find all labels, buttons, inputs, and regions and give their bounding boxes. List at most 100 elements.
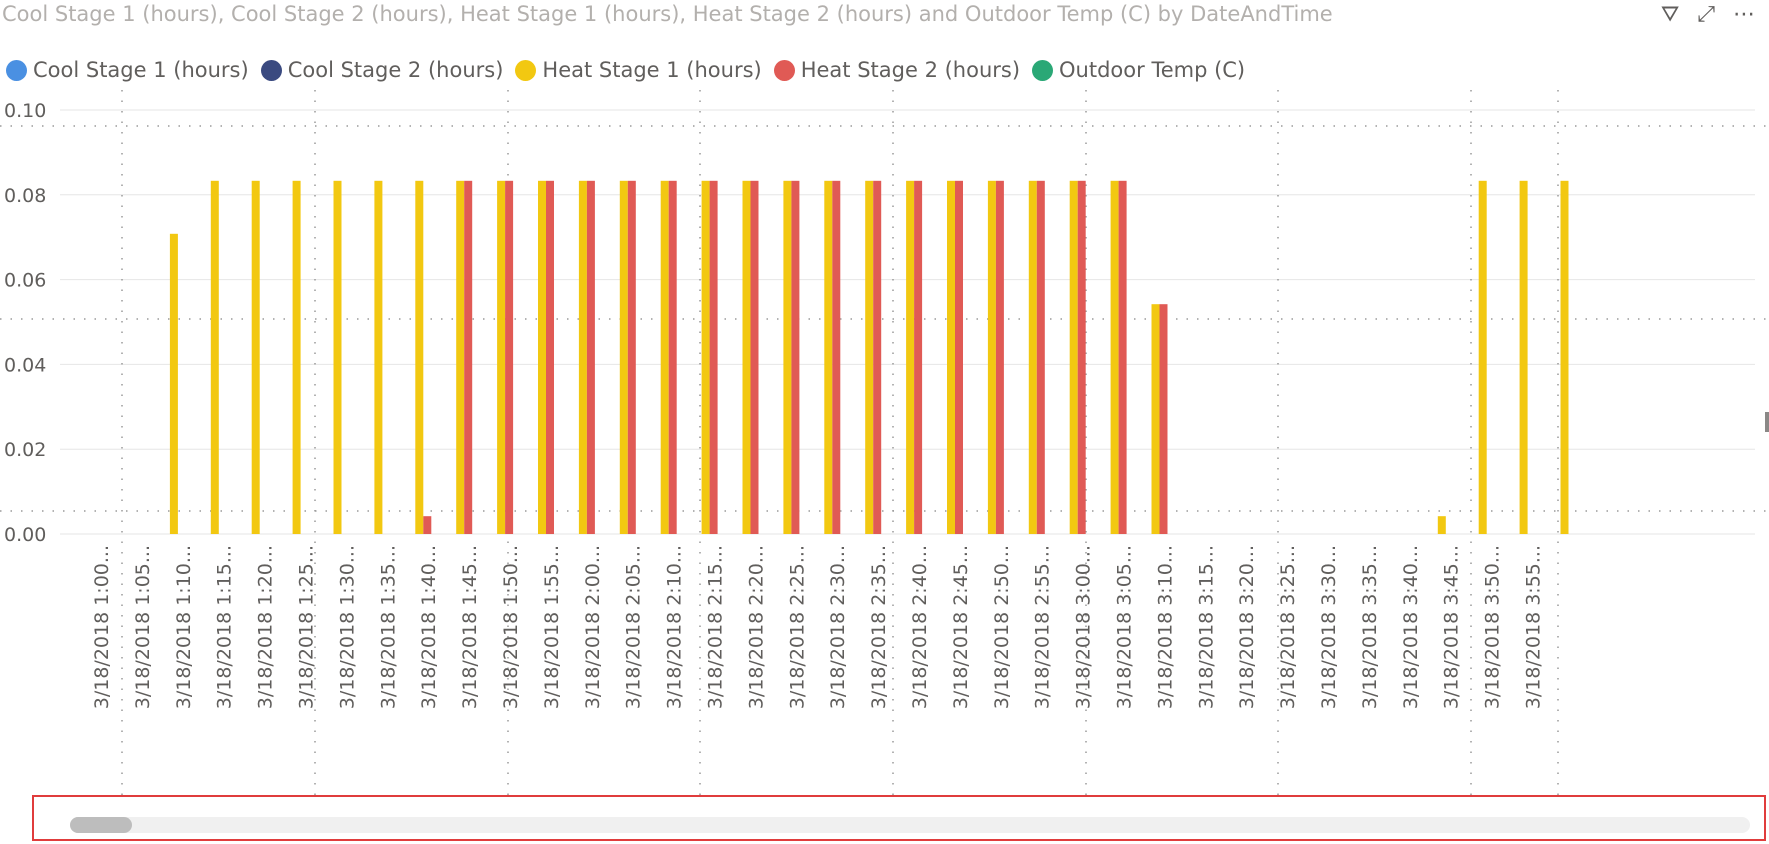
bar-heat-stage-1 xyxy=(1519,180,1528,535)
legend-item-heat-stage-1[interactable]: Heat Stage 1 (hours) xyxy=(515,58,762,82)
x-tick-label: 3/18/2018 3:20... xyxy=(1236,545,1258,709)
bar-heat-stage-1 xyxy=(1110,180,1119,535)
bar-heat-stage-1 xyxy=(292,180,301,535)
legend-label: Heat Stage 1 (hours) xyxy=(542,58,762,82)
legend-item-heat-stage-2[interactable]: Heat Stage 2 (hours) xyxy=(773,58,1021,82)
bar-heat-stage-1 xyxy=(578,180,587,535)
bar-heat-stage-1 xyxy=(1560,180,1569,535)
bar-heat-stage-1 xyxy=(1478,180,1487,535)
x-tick-label: 3/18/2018 2:25... xyxy=(786,545,808,709)
bar-heat-stage-2 xyxy=(546,180,554,535)
x-tick-label: 3/18/2018 2:55... xyxy=(1032,545,1054,709)
y-tick-label: 0.06 xyxy=(4,270,46,292)
y-tick-label: 0.00 xyxy=(4,524,46,546)
legend-label: Outdoor Temp (C) xyxy=(1059,58,1246,82)
bar-heat-stage-1 xyxy=(497,180,506,535)
x-tick-label: 3/18/2018 2:15... xyxy=(705,545,727,709)
legend-item-cool-stage-1[interactable]: Cool Stage 1 (hours) xyxy=(6,58,249,82)
resize-handle[interactable] xyxy=(1765,412,1769,432)
x-tick-label: 3/18/2018 2:40... xyxy=(909,545,931,709)
bar-heat-stage-1 xyxy=(456,180,465,535)
bar-heat-stage-2 xyxy=(1077,180,1086,535)
chart-legend: Cool Stage 1 (hours) Cool Stage 2 (hours… xyxy=(6,58,1257,82)
horizontal-scrollbar-track[interactable] xyxy=(70,817,1750,833)
bar-heat-stage-2 xyxy=(995,180,1004,535)
y-tick-label: 0.02 xyxy=(4,439,46,461)
x-tick-label: 3/18/2018 2:45... xyxy=(950,545,972,709)
scrollbar-highlight-frame xyxy=(32,795,1766,841)
legend-item-outdoor-temp[interactable]: Outdoor Temp (C) xyxy=(1032,58,1245,82)
x-tick-label: 3/18/2018 2:05... xyxy=(623,545,645,709)
focus-mode-icon[interactable]: ⤢ xyxy=(1697,2,1715,27)
bar-heat-stage-2 xyxy=(832,180,841,535)
bar-heat-stage-1 xyxy=(169,233,178,535)
x-tick-label: 3/18/2018 3:30... xyxy=(1318,545,1340,709)
x-tick-label: 3/18/2018 1:15... xyxy=(214,545,236,709)
x-tick-label: 3/18/2018 3:25... xyxy=(1277,545,1299,709)
bar-heat-stage-1 xyxy=(783,180,792,535)
bar-heat-stage-1 xyxy=(619,180,628,535)
x-tick-label: 3/18/2018 3:55... xyxy=(1523,545,1545,709)
bar-heat-stage-2 xyxy=(955,180,963,535)
bar-heat-stage-1 xyxy=(824,180,833,535)
x-tick-label: 3/18/2018 3:00... xyxy=(1073,545,1095,709)
x-tick-label: 3/18/2018 1:30... xyxy=(336,545,358,709)
bar-heat-stage-1 xyxy=(906,180,915,535)
bar-heat-stage-1 xyxy=(865,180,874,535)
bar-heat-stage-2 xyxy=(505,180,514,535)
bar-heat-stage-2 xyxy=(627,180,636,535)
legend-swatch xyxy=(773,59,795,81)
x-tick-label: 3/18/2018 1:45... xyxy=(459,545,481,709)
bar-heat-stage-2 xyxy=(750,180,759,535)
x-tick-label: 3/18/2018 3:15... xyxy=(1195,545,1217,709)
horizontal-scrollbar-thumb[interactable] xyxy=(70,817,132,833)
bar-heat-stage-1 xyxy=(333,180,342,535)
x-tick-label: 3/18/2018 2:10... xyxy=(664,545,686,709)
bar-heat-stage-1 xyxy=(1151,304,1160,534)
x-tick-label: 3/18/2018 3:45... xyxy=(1441,545,1463,709)
chart-title: Cool Stage 1 (hours), Cool Stage 2 (hour… xyxy=(2,2,1333,26)
x-tick-label: 3/18/2018 1:55... xyxy=(541,545,563,709)
x-tick-label: 3/18/2018 3:40... xyxy=(1400,545,1422,709)
bar-heat-stage-1 xyxy=(1437,516,1446,534)
legend-item-cool-stage-2[interactable]: Cool Stage 2 (hours) xyxy=(260,58,504,82)
bar-heat-stage-1 xyxy=(251,180,260,535)
x-tick-label: 3/18/2018 2:20... xyxy=(745,545,767,709)
bar-heat-stage-2 xyxy=(873,180,882,535)
x-tick-label: 3/18/2018 1:00... xyxy=(91,545,113,709)
x-tick-label: 3/18/2018 1:05... xyxy=(132,545,154,709)
x-tick-label: 3/18/2018 1:10... xyxy=(173,545,195,709)
x-tick-label: 3/18/2018 3:10... xyxy=(1154,545,1176,709)
bar-heat-stage-2 xyxy=(668,180,677,535)
filter-icon[interactable]: ⛛ xyxy=(1660,2,1680,27)
x-tick-label: 3/18/2018 1:20... xyxy=(255,545,277,709)
more-options-icon[interactable]: ⋯ xyxy=(1733,2,1755,27)
bar-heat-stage-1 xyxy=(538,180,546,535)
bar-heat-stage-2 xyxy=(586,180,595,535)
bar-chart: 0.00 0.02 0.04 0.06 0.08 0.10 3/18/2018 1:00..… xyxy=(0,90,1769,800)
legend-label: Heat Stage 2 (hours) xyxy=(800,58,1021,82)
bar-heat-stage-2 xyxy=(1036,180,1045,535)
y-tick-label: 0.10 xyxy=(4,100,46,122)
bar-heat-stage-1 xyxy=(374,180,383,535)
x-tick-label: 3/18/2018 3:50... xyxy=(1482,545,1504,709)
x-tick-label: 3/18/2018 3:05... xyxy=(1114,545,1136,709)
x-tick-label: 3/18/2018 2:00... xyxy=(582,545,604,709)
bar-heat-stage-1 xyxy=(210,180,219,535)
legend-label: Cool Stage 2 (hours) xyxy=(287,58,504,82)
bar-heat-stage-1 xyxy=(947,180,955,535)
bar-heat-stage-1 xyxy=(1069,180,1078,535)
bar-heat-stage-1 xyxy=(660,180,669,535)
x-tick-label: 3/18/2018 2:50... xyxy=(991,545,1013,709)
visual-header: ⛛ ⤢ ⋯ xyxy=(1661,2,1755,27)
y-tick-label: 0.04 xyxy=(4,354,46,376)
bar-heat-stage-2 xyxy=(423,516,432,534)
bar-heat-stage-2 xyxy=(914,180,923,535)
x-tick-label: 3/18/2018 1:50... xyxy=(500,545,522,709)
bar-heat-stage-2 xyxy=(791,180,800,535)
legend-swatch xyxy=(6,59,27,81)
bar-heat-stage-2 xyxy=(1159,304,1168,534)
legend-swatch xyxy=(515,59,537,81)
bar-heat-stage-2 xyxy=(709,180,718,535)
bar-heat-stage-1 xyxy=(415,180,424,535)
